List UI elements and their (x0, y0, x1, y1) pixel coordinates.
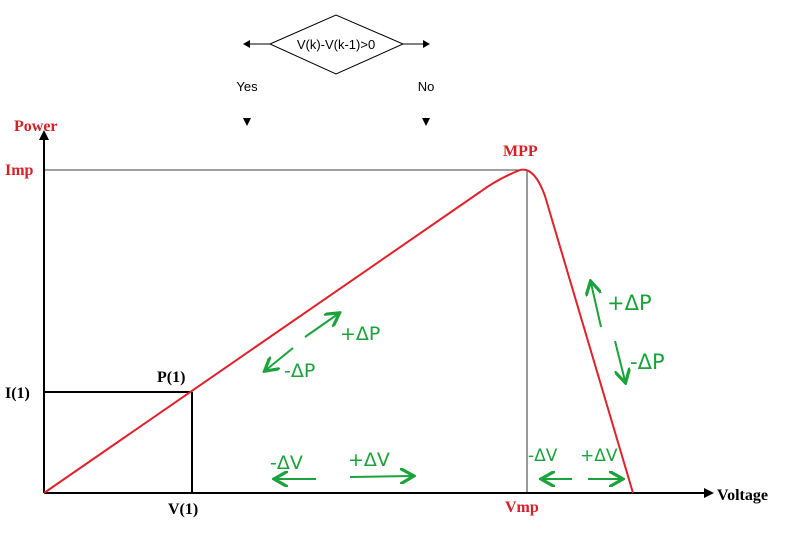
x-axis-label: Voltage (717, 487, 768, 504)
left-plus-dv-label: +ΔV (348, 449, 390, 471)
reference-lines (44, 169, 528, 493)
slope-plus-dp-label: +ΔP (340, 323, 380, 345)
p1-label: P(1) (157, 369, 185, 386)
left-minus-dv-label: -ΔV (270, 452, 303, 474)
power-voltage-curve (43, 168, 634, 494)
no-down-arrow (422, 118, 430, 126)
flowchart-decision: V(k)-V(k-1)>0 Yes No (236, 14, 435, 126)
yes-down-arrow (243, 118, 251, 126)
imp-label: Imp (5, 162, 34, 179)
no-label: No (418, 79, 435, 94)
yes-branch-arrowhead (243, 40, 250, 48)
slope-up-arrow (304, 314, 338, 338)
fall-down-arrow (614, 340, 625, 381)
x-axis-arrowhead (704, 488, 714, 498)
slope-down-arrow (266, 347, 294, 370)
y-axis-label: Power (14, 118, 58, 135)
slope-minus-dp-label: -ΔP (284, 360, 315, 382)
left-plus-dv-arrow (349, 476, 412, 477)
right-plus-dv-label: +ΔV (580, 446, 618, 466)
decision-condition: V(k)-V(k-1)>0 (297, 37, 375, 52)
right-minus-dv-label: -ΔV (528, 446, 558, 466)
fall-plus-dp-label: +ΔP (607, 291, 652, 315)
yes-label: Yes (236, 79, 258, 94)
perturbation-annotations: +ΔP -ΔP -ΔV +ΔV -ΔV +ΔV +ΔP -ΔP (266, 283, 665, 479)
y-axis-arrowhead (39, 130, 49, 140)
fall-minus-dp-label: -ΔP (630, 350, 665, 374)
axes: Power Voltage (14, 118, 768, 504)
i1-label: I(1) (5, 385, 30, 402)
v1-label: V(1) (168, 501, 198, 518)
no-branch-arrowhead (423, 40, 430, 48)
mpp-label: MPP (503, 143, 538, 160)
fall-up-arrow (591, 283, 602, 328)
vmp-label: Vmp (505, 499, 539, 516)
point-labels: Imp MPP I(1) P(1) V(1) Vmp (5, 143, 539, 518)
